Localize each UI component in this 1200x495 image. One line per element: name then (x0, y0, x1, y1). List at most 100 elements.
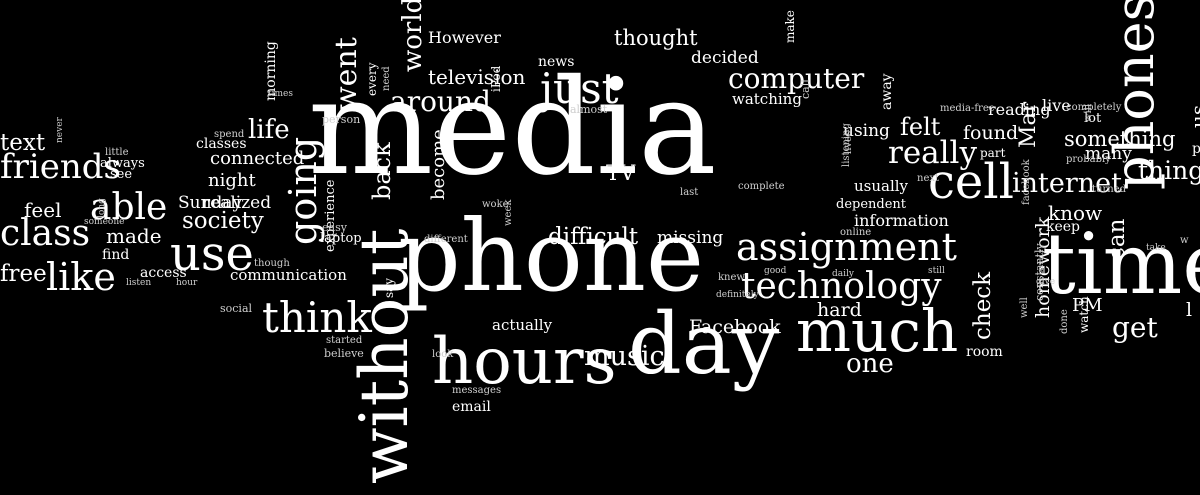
word-computer: computer (728, 62, 865, 95)
word-felt: felt (900, 113, 941, 141)
word-watching: watching (732, 90, 802, 108)
word-like: like (46, 255, 116, 299)
word-access: access (140, 265, 187, 281)
word-check: check (970, 271, 996, 340)
word-every: every (365, 62, 379, 97)
word-media: media (308, 51, 717, 205)
word-missing: missing (657, 228, 724, 248)
word-assignment: assignment (736, 225, 957, 269)
word-able: able (90, 187, 168, 228)
word-cell: cell (928, 154, 1014, 210)
word-online: online (840, 227, 872, 238)
word-listening: listening (841, 123, 852, 167)
word-will: will (1083, 103, 1094, 122)
word-thing: thing (1138, 156, 1200, 185)
word-get: get (1112, 311, 1158, 344)
word-become: become (428, 129, 449, 200)
word-laptop: laptop (320, 231, 362, 246)
word-take: take (1146, 243, 1166, 253)
word-thought: thought (614, 26, 698, 50)
word-always: always (100, 156, 145, 171)
word-look: look (432, 349, 454, 360)
word-spend: spend (214, 129, 245, 140)
word-easy: easy (322, 221, 347, 234)
word-news: news (538, 54, 575, 70)
word-never: never (55, 117, 65, 143)
word-completely: completely (1066, 102, 1122, 113)
word-say: say (382, 277, 396, 298)
word-tv: TV (606, 161, 636, 185)
word-however: However (428, 28, 501, 47)
word-well: well (1019, 297, 1030, 318)
word-week: week (503, 199, 514, 226)
word-can: can (1104, 218, 1130, 260)
word-constantly: constantly (1033, 243, 1046, 301)
word-dependent: dependent (836, 197, 907, 212)
word-w: w (1180, 235, 1189, 246)
word-though: though (254, 258, 290, 269)
word-keep: keep (1046, 219, 1081, 235)
word-phones: phones (1103, 0, 1166, 190)
word-definitely: definitely (716, 290, 759, 300)
word-facebook: facebook (1021, 159, 1032, 205)
word-almost: almost (570, 103, 608, 116)
word-back: back (368, 142, 396, 200)
word-complete: complete (738, 181, 785, 192)
word-l: l (1186, 299, 1193, 321)
word-find: find (102, 247, 130, 263)
word-next: next (917, 173, 940, 184)
word-someone: someone (84, 217, 125, 227)
word-connected: connected (210, 148, 305, 169)
word-something: something (1064, 127, 1176, 151)
word-facebook: Facebook (689, 316, 781, 338)
word-reading: reading (988, 100, 1051, 119)
word-started: started (326, 335, 363, 346)
word-really: really (888, 135, 977, 171)
word-away: away (879, 73, 895, 110)
word-hour: hour (176, 278, 198, 288)
word-feel: feel (24, 198, 62, 222)
word-made: made (106, 224, 162, 248)
word-email: email (452, 399, 491, 415)
word-internet: internet (1012, 168, 1122, 199)
word-pe: pe (1192, 141, 1200, 157)
word-us: us (1186, 104, 1200, 128)
word-woke: woke (482, 199, 509, 210)
word-messages: messages (452, 385, 502, 396)
word-sunday: Sunday (178, 193, 243, 213)
word-day: day (628, 295, 780, 393)
word-live: live (1042, 96, 1071, 115)
word-difficult: difficult (548, 224, 639, 250)
word-done: done (1059, 309, 1070, 334)
word-communication: communication (230, 266, 347, 284)
word-around: around (390, 85, 491, 118)
word-many: many (1085, 144, 1132, 164)
word-decided: decided (691, 48, 759, 68)
word-social: social (220, 302, 253, 315)
word-information: information (854, 211, 949, 230)
word-media-free: media-free (940, 103, 995, 114)
word-probably: probably (1066, 154, 1111, 165)
word-know: know (1048, 201, 1103, 225)
word-hard: hard (817, 299, 862, 321)
word-watch: watch (1077, 296, 1091, 333)
word-daily: daily (832, 269, 854, 279)
word-society: society (182, 208, 264, 234)
word-times: times (268, 89, 293, 99)
word-just: just (540, 64, 619, 113)
word-see: see (110, 167, 133, 182)
word-listen: listen (126, 278, 152, 288)
word-turned: turned (1092, 184, 1126, 195)
word-technology: technology (741, 266, 942, 307)
word-make: make (783, 10, 797, 43)
word-realized: realized (202, 193, 272, 213)
word-think: think (262, 293, 372, 342)
word-different: different (424, 234, 468, 245)
word-music: music (584, 341, 665, 372)
word-using: using (843, 121, 890, 141)
word-pm: PM (1072, 295, 1103, 316)
word-went: went (329, 37, 364, 112)
word-life: life (248, 115, 290, 145)
word-part: part (980, 146, 1006, 160)
word-last: last (680, 187, 699, 198)
